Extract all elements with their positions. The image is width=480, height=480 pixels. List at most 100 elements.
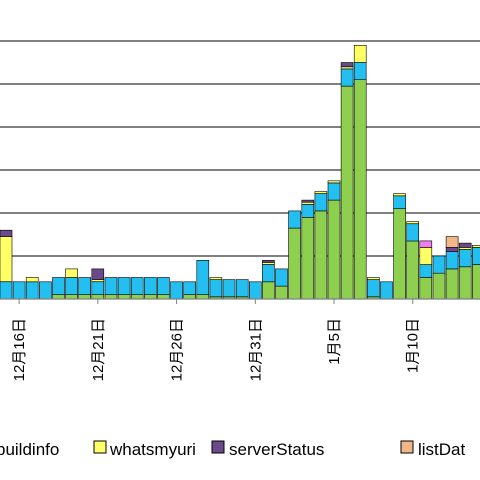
bar-cyan-16 (209, 279, 223, 298)
bar-green-30 (393, 208, 406, 300)
bar-yellow-27 (353, 44, 367, 63)
bar-stack-7 (91, 268, 105, 300)
bar-cyan-23 (301, 204, 315, 218)
bar-cyan-17 (222, 279, 236, 298)
bar-stack-24 (314, 191, 328, 300)
bar-cyan-33 (432, 255, 446, 274)
bar-green-31 (406, 240, 420, 300)
bar-cyan-18 (235, 279, 249, 298)
bar-stack-31 (406, 221, 420, 300)
bar-stack-1 (12, 281, 26, 300)
bar-stack-6 (78, 277, 91, 300)
x-tick-label-2: 12月26日 (169, 318, 186, 381)
bar-cyan-36 (471, 247, 480, 265)
x-tick-label-4: 1月5日 (326, 318, 343, 365)
bar-cyan-25 (327, 182, 341, 201)
bar-stack-9 (117, 277, 131, 300)
bar-stack-13 (170, 281, 183, 300)
bar-stack-0 (0, 229, 13, 300)
bar-purple-0 (0, 229, 13, 237)
bar-stack-4 (52, 277, 65, 300)
bar-cyan-19 (249, 281, 262, 300)
x-tick-label-5: 1月10日 (405, 318, 422, 373)
bar-cyan-29 (380, 281, 393, 300)
legend-swatch-listdat (400, 440, 414, 454)
bar-cyan-10 (130, 277, 144, 296)
bar-cyan-0 (0, 281, 13, 300)
bar-cyan-4 (52, 277, 65, 296)
bar-cyan-6 (78, 277, 91, 296)
bar-pink-32 (419, 240, 433, 248)
bar-cyan-21 (275, 268, 288, 287)
bar-stack-26 (340, 62, 354, 300)
bar-stack-32 (419, 240, 433, 300)
bar-cyan-12 (157, 277, 170, 296)
bar-green-15 (196, 294, 210, 300)
x-tick-labels: 12月16日 12月21日 12月26日 12月31日 1月5日 1月10日 (11, 318, 422, 381)
bar-stack-17 (222, 279, 236, 300)
bar-cyan-27 (353, 62, 367, 81)
legend-label-whatsmyuri: whatsmyuri (109, 440, 196, 459)
bar-yellow-16 (209, 277, 223, 280)
bar-cyan-34 (445, 251, 459, 270)
bar-stack-2 (25, 277, 39, 300)
bar-green-6 (78, 294, 91, 300)
bar-cyan-9 (117, 277, 131, 296)
bar-yellow-26 (340, 66, 354, 70)
bar-cyan-24 (314, 193, 328, 212)
bar-cyan-31 (406, 223, 420, 242)
bar-yellow-24 (314, 191, 328, 194)
bar-green-24 (314, 210, 328, 300)
bar-stack-36 (471, 245, 480, 300)
bar-green-23 (301, 217, 315, 300)
bar-purple-20 (262, 259, 275, 263)
legend-swatch-whatsmyuri (93, 440, 107, 454)
bar-stack-28 (367, 277, 380, 300)
bar-stack-3 (39, 281, 52, 300)
bar-stack-8 (104, 277, 118, 300)
bars (0, 44, 480, 300)
bar-cyan-13 (170, 281, 183, 300)
bar-yellow-32 (419, 247, 433, 265)
bar-green-35 (458, 266, 472, 300)
bar-stack-25 (327, 180, 341, 300)
bar-yellow-5 (65, 268, 78, 278)
bar-stack-27 (353, 44, 367, 300)
bar-green-14 (183, 294, 196, 300)
bar-green-11 (144, 294, 157, 300)
bar-cyan-11 (144, 277, 157, 296)
bar-stack-15 (196, 259, 210, 300)
x-axis (0, 298, 480, 304)
bar-green-12 (157, 294, 170, 300)
bar-stack-23 (301, 199, 315, 300)
bar-cyan-5 (65, 277, 78, 296)
bar-yellow-30 (393, 193, 406, 197)
bar-stack-34 (445, 236, 459, 300)
bar-cyan-8 (104, 277, 118, 296)
bar-stack-30 (393, 193, 406, 300)
bar-green-34 (445, 268, 459, 300)
x-tick-label-0: 12月16日 (11, 318, 28, 381)
bar-cyan-35 (458, 249, 472, 268)
bar-green-26 (340, 85, 354, 300)
bar-green-7 (91, 294, 105, 300)
bar-purple-23 (301, 199, 315, 203)
legend-label-buildinfo: buildinfo (0, 440, 59, 459)
bar-green-4 (52, 294, 65, 300)
bar-yellow-25 (327, 180, 341, 184)
bar-cyan-30 (393, 195, 406, 210)
bar-cyan-14 (183, 281, 196, 295)
x-tick-label-1: 12月21日 (90, 318, 107, 381)
bar-cyan-15 (196, 259, 210, 295)
bar-green-20 (262, 281, 275, 300)
bar-yellow-20 (262, 262, 275, 265)
bar-green-22 (288, 227, 301, 300)
bar-cyan-20 (262, 264, 275, 283)
bar-stack-29 (380, 281, 393, 300)
bar-green-5 (65, 294, 78, 300)
bar-green-27 (353, 79, 367, 300)
bar-yellow-0 (0, 236, 13, 283)
bar-green-33 (432, 272, 446, 300)
